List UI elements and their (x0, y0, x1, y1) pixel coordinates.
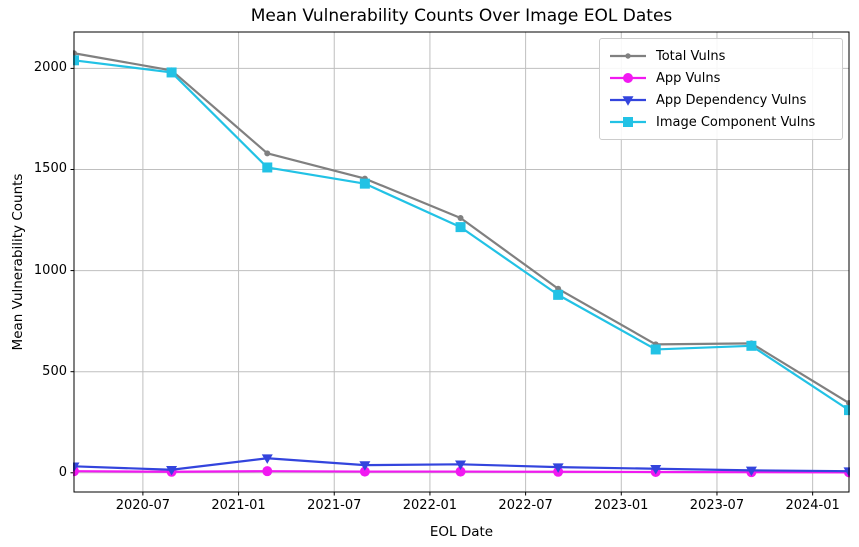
x-tick-label: 2021-01 (211, 498, 266, 513)
x-tick-label: 2021-07 (307, 498, 362, 513)
legend-item-total-vulns: Total Vulns (609, 45, 834, 67)
legend-label: Image Component Vulns (656, 114, 816, 130)
y-tick-label: 1500 (33, 161, 67, 177)
legend: Total Vulns App Vulns App Dependency Vul… (599, 38, 843, 140)
legend-label: App Vulns (656, 70, 721, 86)
x-tick-label: 2023-01 (594, 498, 649, 513)
y-tick-label: 0 (58, 464, 67, 480)
app-dependency-vulns-line-marker-icon (610, 96, 646, 106)
y-tick-label: 500 (42, 363, 67, 379)
app-vulns-line-marker-icon (610, 73, 646, 83)
y-tick-label: 1000 (33, 262, 67, 278)
legend-label: App Dependency Vulns (656, 92, 807, 108)
legend-label: Total Vulns (656, 48, 726, 64)
image-component-vulns-line-marker-icon (610, 117, 646, 127)
x-tick-label: 2024-01 (785, 498, 840, 513)
y-tick-label: 2000 (33, 60, 67, 76)
x-tick-label: 2020-07 (115, 498, 171, 513)
chart-title: Mean Vulnerability Counts Over Image EOL… (250, 6, 673, 26)
x-tick-label: 2023-07 (689, 498, 745, 513)
x-axis-label: EOL Date (429, 524, 494, 540)
legend-item-image-component-vulns: Image Component Vulns (609, 111, 834, 133)
legend-item-app-dependency-vulns: App Dependency Vulns (609, 89, 834, 111)
legend-item-app-vulns: App Vulns (609, 67, 834, 89)
x-tick-label: 2022-01 (402, 498, 458, 513)
x-tick-label: 2022-07 (498, 498, 553, 513)
total-vulns-line-marker-icon (610, 53, 646, 59)
